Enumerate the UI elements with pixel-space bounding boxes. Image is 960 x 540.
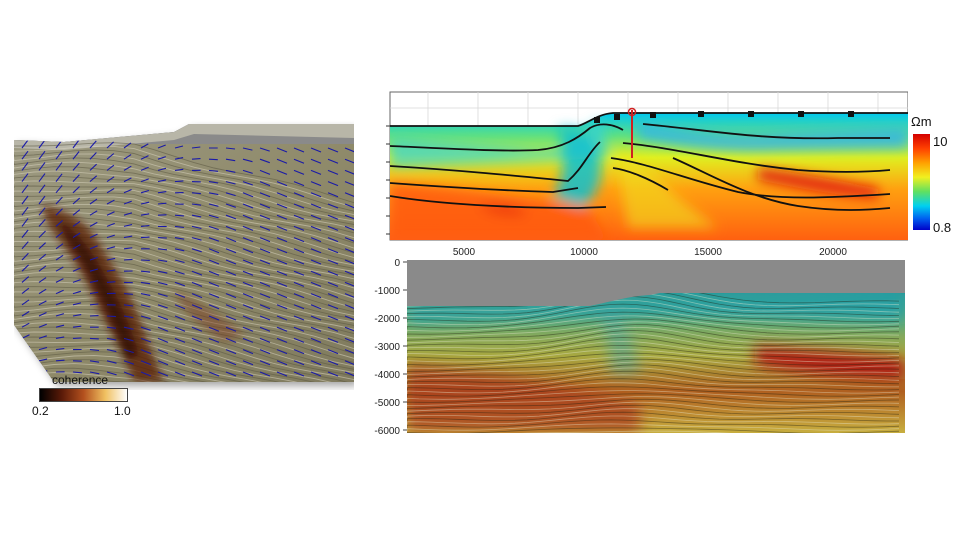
resistivity-unit: Ωm bbox=[911, 114, 932, 129]
coherence-colorbar bbox=[39, 388, 128, 402]
y-tick-label: -4000 bbox=[374, 370, 400, 381]
y-tick-label: -3000 bbox=[374, 342, 400, 353]
well-marker-icon bbox=[627, 107, 637, 117]
resistivity-section: 5000 10000 15000 20000 bbox=[386, 91, 908, 258]
x-tick-label: 5000 bbox=[453, 247, 476, 258]
y-tick-label: -2000 bbox=[374, 314, 400, 325]
y-axis-ticks bbox=[403, 261, 407, 431]
resistivity-colorbar bbox=[913, 134, 930, 230]
y-tick-label: 0 bbox=[394, 258, 400, 269]
x-tick-label: 15000 bbox=[694, 247, 722, 258]
resistivity-overlay bbox=[407, 294, 905, 433]
resistivity-fill bbox=[390, 112, 908, 240]
seismic-reflectors bbox=[407, 293, 900, 433]
colorbar-max-label: 10 bbox=[933, 134, 948, 149]
x-tick-label: 20000 bbox=[819, 247, 847, 258]
coherence-colorbar-title: coherence bbox=[52, 373, 109, 387]
seismic-overlay-section: 0 -1000 -2000 -3000 -4000 -5000 -6000 bbox=[374, 258, 905, 437]
x-axis-ticks bbox=[386, 125, 390, 235]
y-tick-label: -1000 bbox=[374, 286, 400, 297]
y-tick-label: -6000 bbox=[374, 426, 400, 437]
colorbar-min-label: 0.8 bbox=[933, 220, 952, 235]
coherence-max-label: 1.0 bbox=[114, 404, 131, 418]
x-tick-label: 10000 bbox=[570, 247, 598, 258]
mt-stations bbox=[594, 111, 854, 123]
orientation-vectors bbox=[21, 139, 354, 382]
horizon-lines bbox=[390, 112, 908, 211]
y-tick-label: -5000 bbox=[374, 398, 400, 409]
coherence-seismic-panel bbox=[14, 124, 354, 382]
coherence-min-label: 0.2 bbox=[32, 404, 49, 418]
